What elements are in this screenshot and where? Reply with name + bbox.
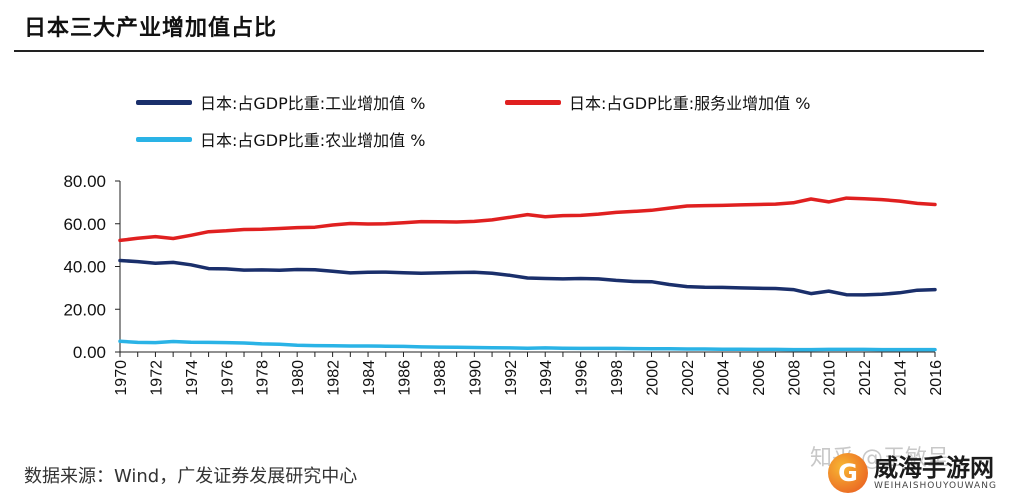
x-tick-label: 1996 <box>574 360 591 396</box>
legend-swatch-industry <box>136 99 192 105</box>
x-tick-label: 1980 <box>290 360 307 396</box>
y-tick-label: 40.00 <box>63 258 106 277</box>
x-tick-label: 2014 <box>893 360 910 396</box>
x-tick-label: 1994 <box>538 360 555 396</box>
y-tick-label: 0.00 <box>73 343 106 362</box>
x-tick-label: 2010 <box>822 360 839 396</box>
x-tick-label: 1984 <box>361 360 378 396</box>
legend-item-agriculture: 日本:占GDP比重:农业增加值 % <box>136 127 425 151</box>
x-tick-label: 1990 <box>467 360 484 396</box>
chart-title: 日本三大产业增加值占比 <box>24 16 278 41</box>
x-tick-label: 2008 <box>786 360 803 396</box>
x-tick-label: 1998 <box>609 360 626 396</box>
x-tick-label: 1978 <box>255 360 272 396</box>
x-tick-label: 2012 <box>857 360 874 396</box>
logo-icon: G <box>828 453 868 493</box>
legend-label-industry: 日本:占GDP比重:工业增加值 % <box>200 94 426 113</box>
x-tick-label: 1970 <box>113 360 130 396</box>
legend-swatch-services <box>505 99 561 105</box>
y-tick-label: 20.00 <box>63 300 106 319</box>
x-tick-label: 2006 <box>751 360 768 396</box>
legend-swatch-agriculture <box>136 136 192 142</box>
title-divider <box>14 50 984 52</box>
legend-item-industry: 日本:占GDP比重:工业增加值 % <box>136 90 425 114</box>
data-source: 数据来源：Wind，广发证券发展研究中心 <box>24 466 358 487</box>
x-tick-label: 1988 <box>432 360 449 396</box>
x-tick-label: 1974 <box>184 360 201 396</box>
legend-label-services: 日本:占GDP比重:服务业增加值 % <box>569 94 811 113</box>
x-tick-label: 2016 <box>928 360 945 396</box>
legend-label-agriculture: 日本:占GDP比重:农业增加值 % <box>200 131 426 150</box>
legend-item-services: 日本:占GDP比重:服务业增加值 % <box>505 90 810 114</box>
logo-main-text: 威海手游网 <box>874 454 994 482</box>
x-tick-label: 1982 <box>326 360 343 396</box>
series-line-agriculture <box>118 339 937 352</box>
site-logo: G 威海手游网 WEIHAISHOUYOUWANG <box>828 450 1014 496</box>
series-line-industry <box>118 258 937 297</box>
x-tick-label: 1986 <box>396 360 413 396</box>
line-chart: 0.00 20.00 40.00 60.00 80.00 1970 1972 1974 1976… <box>63 172 945 396</box>
series-line-services <box>118 196 937 243</box>
x-tick-label: 2004 <box>715 360 732 396</box>
y-tick-label: 80.00 <box>63 172 106 191</box>
y-tick-label: 60.00 <box>63 215 106 234</box>
x-tick-label: 2000 <box>645 360 662 396</box>
x-tick-label: 2002 <box>680 360 697 396</box>
x-tick-label: 1976 <box>219 360 236 396</box>
x-tick-label: 1972 <box>148 360 165 396</box>
logo-sub-text: WEIHAISHOUYOUWANG <box>874 481 997 491</box>
x-tick-label: 1992 <box>503 360 520 396</box>
